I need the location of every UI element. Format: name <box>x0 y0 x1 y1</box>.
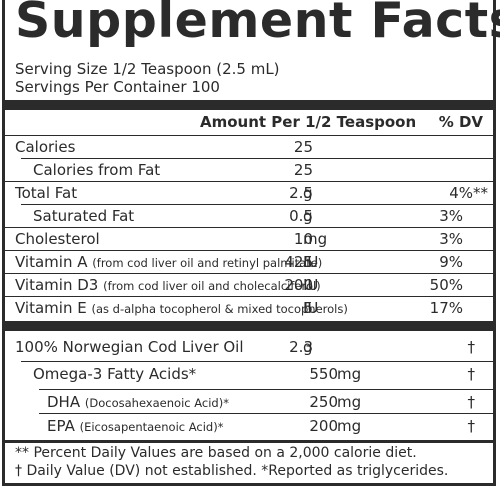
nutrient-name: Total Fat <box>15 184 78 202</box>
servings-per-container: Servings Per Container 100 <box>15 78 220 96</box>
ingredient-amount: 250 <box>309 393 338 411</box>
nutrient-unit: mg <box>303 230 328 248</box>
ingredient-amount: 2.3 <box>289 338 313 356</box>
nutrient-note: (from cod liver oil and retinyl palmitat… <box>92 256 323 270</box>
divider <box>5 181 493 182</box>
ingredient-row-omega-3: Omega-3 Fatty Acids* 550 mg † <box>5 363 493 384</box>
nutrient-note: (from cod liver oil and cholecalciferol) <box>103 279 321 293</box>
footnote-dv: ** Percent Daily Values are based on a 2… <box>15 445 417 461</box>
divider <box>21 361 493 362</box>
divider <box>5 273 493 274</box>
ingredient-unit: g <box>303 338 313 356</box>
nutrient-row-calories-from-fat: Calories from Fat 25 <box>5 159 493 180</box>
ingredient-dv: † <box>467 365 476 383</box>
ingredient-unit: mg <box>337 365 362 383</box>
nutrient-name: Vitamin D3 (from cod liver oil and chole… <box>15 276 321 294</box>
nutrient-amount: 5 <box>303 299 313 317</box>
nutrient-row-vitamin-d3: Vitamin D3 (from cod liver oil and chole… <box>5 274 493 295</box>
nutrient-dv: 3% <box>439 230 463 248</box>
ingredient-unit: mg <box>337 417 362 435</box>
thick-divider <box>5 440 493 443</box>
nutrient-row-vitamin-a: Vitamin A (from cod liver oil and retiny… <box>5 251 493 272</box>
divider <box>39 413 493 414</box>
nutrient-label: Vitamin A <box>15 253 88 271</box>
divider <box>5 227 493 228</box>
nutrient-dv: 50% <box>429 276 463 294</box>
ingredient-row-dha: DHA (Docosahexaenoic Acid)* 250 mg † <box>5 391 493 412</box>
ingredient-row-epa: EPA (Eicosapentaenoic Acid)* 200 mg † <box>5 415 493 436</box>
divider <box>39 389 493 390</box>
nutrient-name: Vitamin A (from cod liver oil and retiny… <box>15 253 322 271</box>
nutrient-amount: 25 <box>293 161 313 179</box>
footnote-dagger: † Daily Value (DV) not established. *Rep… <box>15 463 449 479</box>
nutrient-note: (as d-alpha tocopherol & mixed tocophero… <box>91 302 348 316</box>
nutrient-row-saturated-fat: Saturated Fat 0.5 g 3% <box>5 205 493 226</box>
divider <box>5 296 493 297</box>
nutrient-amount: 200 <box>284 276 313 294</box>
nutrient-dv: 9% <box>439 253 463 271</box>
ingredient-dv: † <box>467 393 476 411</box>
ingredient-amount: 200 <box>309 417 338 435</box>
nutrient-row-calories: Calories 25 <box>5 136 493 157</box>
nutrient-unit: g <box>303 184 313 202</box>
ingredient-label: EPA <box>47 417 75 435</box>
nutrient-row-cholesterol: Cholesterol 10 mg 3% <box>5 228 493 249</box>
ingredient-name: Omega-3 Fatty Acids* <box>33 365 197 383</box>
ingredient-label: DHA <box>47 393 81 411</box>
nutrient-dv: 17% <box>429 299 463 317</box>
nutrient-unit: IU <box>303 299 319 317</box>
panel-title: Supplement Facts <box>15 0 500 49</box>
serving-size: Serving Size 1/2 Teaspoon (2.5 mL) <box>15 60 280 78</box>
divider <box>21 158 493 159</box>
nutrient-dv: 4%** <box>449 184 488 202</box>
nutrient-amount: 2.5 <box>289 184 313 202</box>
ingredient-unit: mg <box>337 393 362 411</box>
nutrient-dv: 3% <box>439 207 463 225</box>
nutrient-amount: 425 <box>284 253 313 271</box>
nutrient-row-total-fat: Total Fat 2.5 g 4%** <box>5 182 493 203</box>
ingredient-note: (Eicosapentaenoic Acid)* <box>79 420 224 434</box>
dv-header: % DV <box>438 113 483 131</box>
amount-header: Amount Per 1/2 Teaspoon <box>200 113 417 131</box>
ingredient-note: (Docosahexaenoic Acid)* <box>84 396 229 410</box>
nutrient-unit: g <box>303 207 313 225</box>
nutrient-name: Vitamin E (as d-alpha tocopherol & mixed… <box>15 299 348 317</box>
nutrient-name: Calories from Fat <box>33 161 161 179</box>
ingredient-dv: † <box>467 338 476 356</box>
nutrient-amount: 10 <box>293 230 313 248</box>
nutrient-label: Vitamin D3 <box>15 276 99 294</box>
divider <box>5 135 493 136</box>
nutrient-name: Cholesterol <box>15 230 100 248</box>
ingredient-amount: 550 <box>309 365 338 383</box>
ingredient-dv: † <box>467 417 476 435</box>
nutrient-amount: 25 <box>293 138 313 156</box>
nutrient-unit: IU <box>303 253 319 271</box>
nutrient-amount: 0.5 <box>289 207 313 225</box>
thick-divider <box>5 100 493 110</box>
ingredient-name: EPA (Eicosapentaenoic Acid)* <box>47 417 223 435</box>
nutrient-name: Saturated Fat <box>33 207 135 225</box>
divider <box>21 204 493 205</box>
ingredient-name: DHA (Docosahexaenoic Acid)* <box>47 393 229 411</box>
nutrient-row-vitamin-e: Vitamin E (as d-alpha tocopherol & mixed… <box>5 297 493 318</box>
nutrient-name: Calories <box>15 138 76 156</box>
divider <box>5 250 493 251</box>
ingredient-name: 100% Norwegian Cod Liver Oil <box>15 338 244 356</box>
nutrient-label: Vitamin E <box>15 299 87 317</box>
ingredient-row-cod-liver-oil: 100% Norwegian Cod Liver Oil 2.3 g † <box>5 336 493 357</box>
thick-divider <box>5 321 493 331</box>
nutrient-unit: IU <box>303 276 319 294</box>
